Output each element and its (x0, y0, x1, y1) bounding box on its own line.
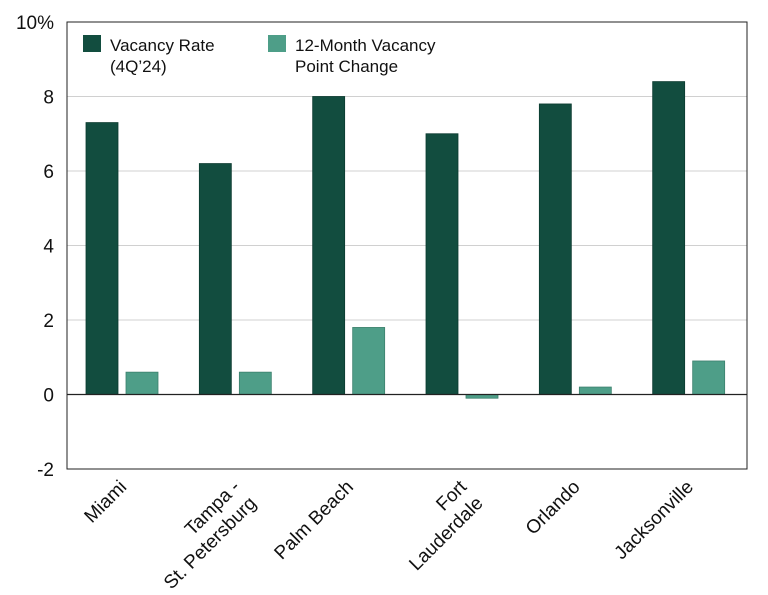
bar-vacancy-rate (425, 133, 459, 395)
y-tick-label: 8 (43, 88, 54, 109)
x-tick-label: Palm Beach (271, 477, 358, 564)
axes (66, 21, 748, 470)
bar-point-change (238, 371, 272, 395)
y-tick-label: 6 (43, 162, 54, 183)
bar-vacancy-rate (538, 103, 572, 395)
gridlines (67, 96, 747, 321)
bar-point-change (125, 371, 159, 395)
bar-vacancy-rate (198, 163, 232, 395)
legend: Vacancy Rate (4Q’24) 12-Month Vacancy Point… (83, 35, 436, 76)
y-tick-label: 0 (43, 386, 54, 407)
legend-swatch (268, 35, 286, 52)
x-tick-label: Jacksonville (611, 477, 698, 564)
bar-vacancy-rate (652, 81, 686, 395)
x-tick-labels: Miami Tampa -St. Petersburg Palm Beach Fort… (81, 476, 698, 594)
y-tick-label: 4 (43, 237, 54, 258)
bar-point-change (692, 360, 726, 395)
legend-swatch (83, 35, 101, 52)
bar-vacancy-rate (85, 122, 119, 395)
bar-point-change (578, 386, 612, 395)
y-tick-labels: -2 0 2 4 6 8 10% (16, 13, 54, 481)
legend-label: Vacancy Rate (4Q’24) (110, 36, 215, 76)
y-tick-label: -2 (37, 460, 54, 481)
bar-point-change (352, 327, 386, 395)
bars (85, 81, 726, 399)
plot-frame (66, 21, 748, 470)
x-tick-label: Orlando (522, 477, 585, 540)
y-tick-label: 10% (16, 13, 54, 34)
x-tick-label: Miami (81, 477, 132, 528)
x-tick-label: Tampa -St. Petersburg (144, 477, 261, 594)
x-tick-label: FortLauderdale (389, 476, 488, 575)
bar-vacancy-rate (312, 96, 346, 395)
legend-label: 12-Month Vacancy Point Change (295, 36, 436, 76)
y-tick-label: 2 (43, 311, 54, 332)
